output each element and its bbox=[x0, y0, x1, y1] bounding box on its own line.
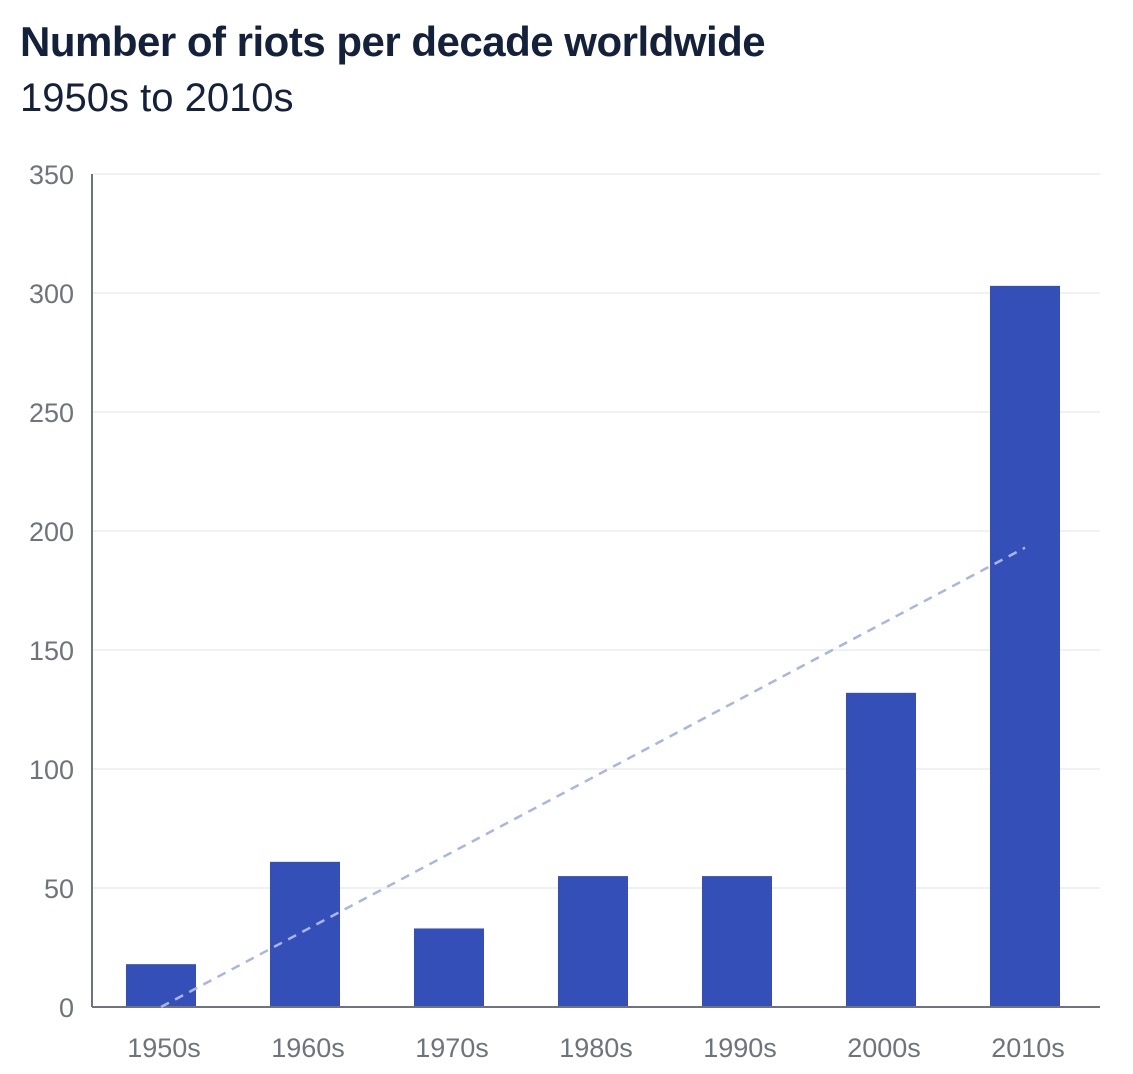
bar-1950s bbox=[126, 964, 196, 1007]
x-tick-label: 1990s bbox=[703, 1033, 777, 1063]
y-tick-label: 150 bbox=[29, 636, 74, 666]
bar-1960s bbox=[270, 861, 340, 1007]
bar-1990s bbox=[702, 876, 772, 1007]
y-tick-label: 250 bbox=[29, 398, 74, 428]
y-tick-label: 300 bbox=[29, 279, 74, 309]
bar-2000s bbox=[846, 692, 916, 1007]
x-tick-label: 1970s bbox=[415, 1033, 489, 1063]
y-tick-label: 200 bbox=[29, 517, 74, 547]
y-tick-label: 100 bbox=[29, 755, 74, 785]
y-tick-label: 0 bbox=[59, 993, 74, 1023]
x-tick-label: 2000s bbox=[847, 1033, 921, 1063]
bar-1980s bbox=[558, 876, 628, 1007]
x-tick-label: 1960s bbox=[271, 1033, 345, 1063]
bar-2010s bbox=[990, 285, 1060, 1007]
chart-title: Number of riots per decade worldwide bbox=[20, 18, 766, 65]
chart-subtitle: 1950s to 2010s bbox=[20, 76, 294, 120]
y-tick-label: 50 bbox=[44, 874, 74, 904]
x-tick-label: 1980s bbox=[559, 1033, 633, 1063]
trend-line bbox=[160, 546, 1026, 1009]
x-tick-label: 1950s bbox=[127, 1033, 201, 1063]
y-tick-label: 350 bbox=[29, 160, 74, 190]
bar-1970s bbox=[414, 928, 484, 1007]
x-tick-label: 2010s bbox=[991, 1033, 1065, 1063]
